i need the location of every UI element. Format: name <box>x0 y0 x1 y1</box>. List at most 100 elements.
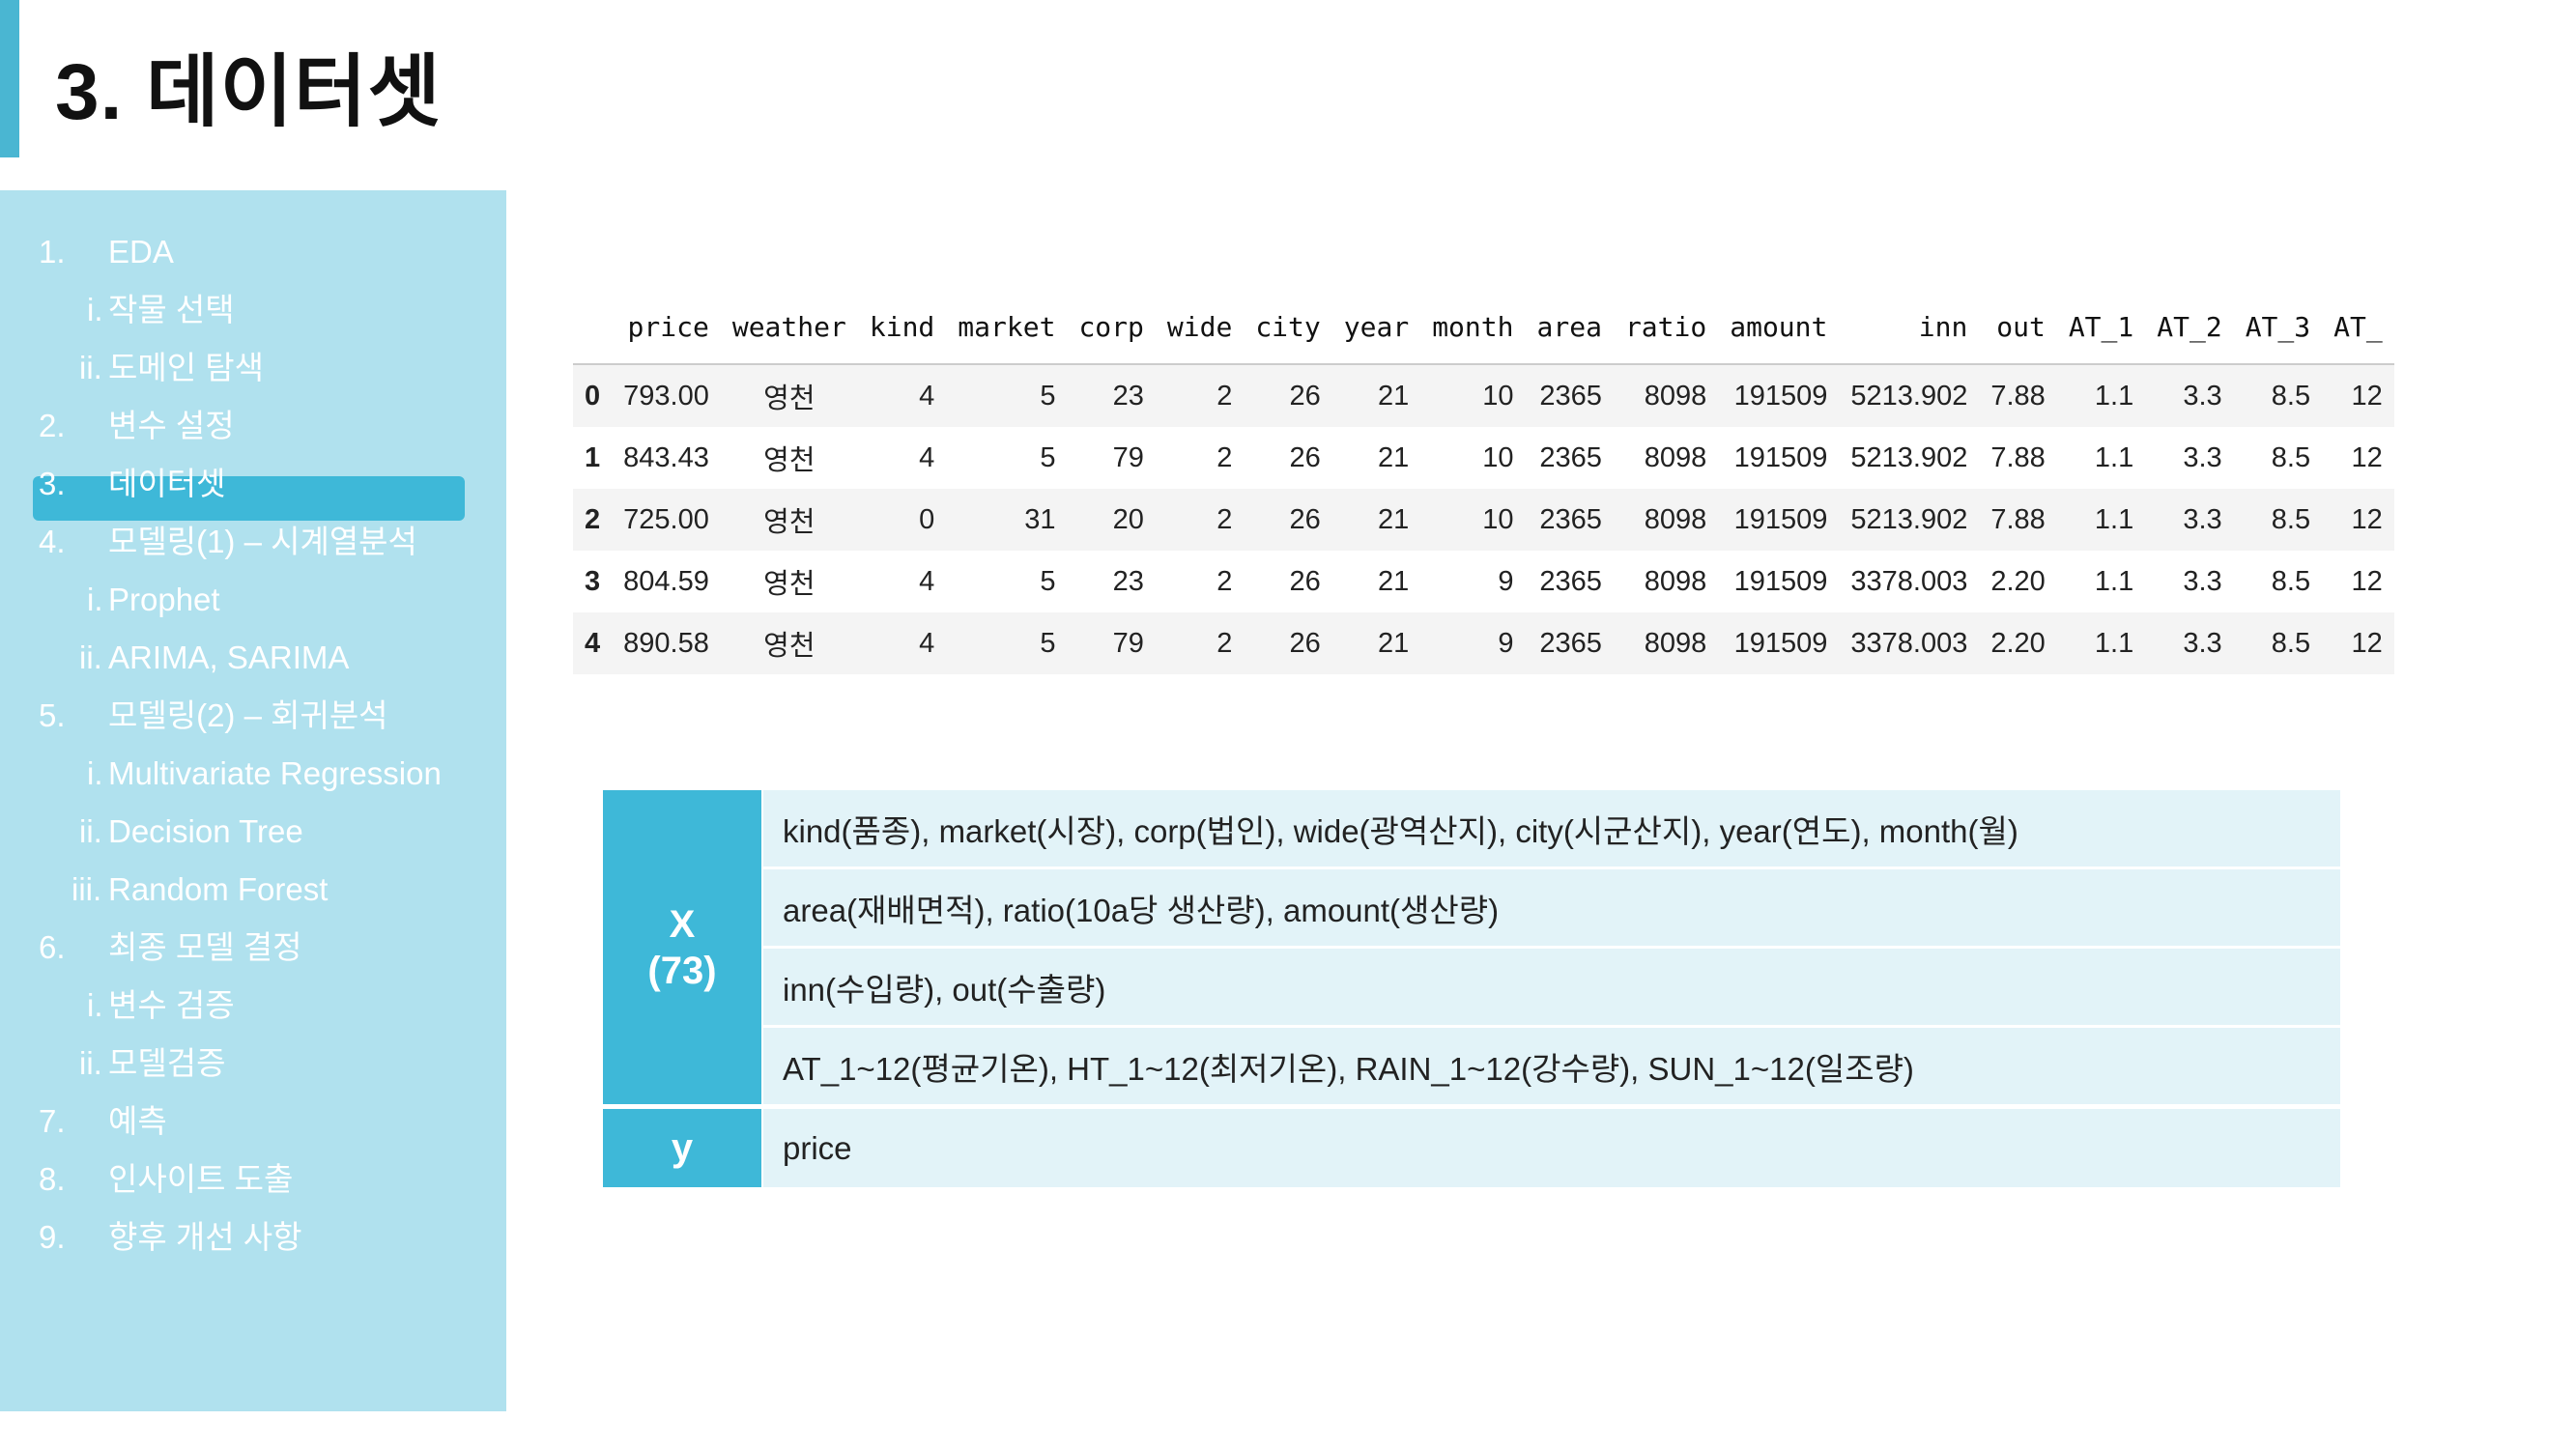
sidebar-item-label: 인사이트 도출 <box>108 1161 294 1197</box>
table-cell: 12 <box>2351 565 2383 597</box>
table-cell: 영천 <box>763 445 816 476</box>
sidebar-item-label: 모델검증 <box>108 1045 226 1081</box>
sidebar-item-label: Multivariate Regression <box>108 755 442 791</box>
table-cell: 2 <box>1216 565 1233 597</box>
sidebar-item-number: i. <box>87 755 103 791</box>
sidebar-item[interactable]: 2. 변수 설정 <box>0 402 502 450</box>
sidebar-item-number: 3. <box>39 466 66 501</box>
table-cell: 5 <box>1040 627 1056 659</box>
table-cell: 8098 <box>1644 380 1707 412</box>
table-cell: 4 <box>919 441 935 473</box>
table-cell: 8.5 <box>2271 565 2311 597</box>
table-cell: 21 <box>1377 380 1410 412</box>
dataframe-column-header: area <box>1525 290 1614 365</box>
sidebar-item-label: 모델링(1) – 시계열분석 <box>108 524 417 559</box>
row-index: 0 <box>585 380 601 412</box>
sidebar-item-label: 변수 설정 <box>108 408 235 443</box>
table-cell: 12 <box>2351 441 2383 473</box>
table-cell: 2.20 <box>1990 565 2046 597</box>
table-cell: 21 <box>1377 565 1410 597</box>
sidebar-item-number: ii. <box>79 639 102 675</box>
sidebar-item-label: ARIMA, SARIMA <box>108 639 350 675</box>
variable-summary: X (73) kind(품종), market(시장), corp(법인), w… <box>603 790 2342 1188</box>
sidebar-item[interactable]: 8. 인사이트 도출 <box>0 1155 502 1204</box>
sidebar-item[interactable]: 9. 향후 개선 사항 <box>0 1213 502 1262</box>
table-cell: 3.3 <box>2183 441 2222 473</box>
table-cell: 영천 <box>763 507 816 538</box>
dataframe-column-header: kind <box>857 290 947 365</box>
sidebar-item-number: ii. <box>79 350 102 385</box>
sidebar-item-label: Random Forest <box>108 871 329 907</box>
table-cell: 21 <box>1377 441 1410 473</box>
table-cell: 191509 <box>1733 565 1828 597</box>
table-cell: 3378.003 <box>1850 627 1968 659</box>
dataframe-column-header: corp <box>1067 290 1156 365</box>
table-cell: 8098 <box>1644 503 1707 535</box>
sidebar-item-number: i. <box>87 987 103 1023</box>
row-index: 3 <box>585 565 601 597</box>
dataframe-column-header: weather <box>720 290 858 365</box>
sidebar-item-label: 최종 모델 결정 <box>108 929 302 965</box>
table-row: 1 843.43 영천 4 5 79 2 26 21 10 2365 8098 191509 5213.9… <box>573 427 2394 489</box>
table-cell: 26 <box>1289 627 1321 659</box>
sidebar-item[interactable]: ii. 모델검증 <box>0 1039 502 1088</box>
table-cell: 890.58 <box>623 627 709 659</box>
table-cell: 1.1 <box>2094 627 2134 659</box>
dataframe-column-header: amount <box>1718 290 1840 365</box>
table-cell: 23 <box>1112 565 1144 597</box>
dataframe-header-row: price weather kind market corp wide city year mo… <box>573 290 2394 365</box>
table-cell: 2365 <box>1539 441 1602 473</box>
table-row: 3 804.59 영천 4 5 23 2 26 21 9 2365 8098 191509 3378.00… <box>573 551 2394 612</box>
table-cell: 영천 <box>763 631 816 662</box>
table-cell: 12 <box>2351 503 2383 535</box>
sidebar-item[interactable]: 6. 최종 모델 결정 <box>0 923 502 972</box>
table-cell: 4 <box>919 627 935 659</box>
table-cell: 191509 <box>1733 380 1828 412</box>
dataframe-column-header: AT_2 <box>2145 290 2234 365</box>
sidebar-item[interactable]: ii. 도메인 탐색 <box>0 344 502 392</box>
table-cell: 1.1 <box>2094 503 2134 535</box>
table-cell: 26 <box>1289 503 1321 535</box>
table-cell: 12 <box>2351 627 2383 659</box>
table-cell: 8.5 <box>2271 380 2311 412</box>
row-index: 2 <box>585 503 601 535</box>
table-cell: 2365 <box>1539 627 1602 659</box>
sidebar-item-label: Decision Tree <box>108 813 303 849</box>
table-row: 2 725.00 영천 0 31 20 2 26 21 10 2365 8098 191509 5213.… <box>573 489 2394 551</box>
table-cell: 8098 <box>1644 441 1707 473</box>
x-row-3: inn(수입량), out(수출량) <box>763 949 2340 1025</box>
sidebar-item[interactable]: i. Multivariate Regression <box>0 750 502 798</box>
table-cell: 26 <box>1289 380 1321 412</box>
sidebar-item[interactable]: 5. 모델링(2) – 회귀분석 <box>0 692 502 740</box>
dataframe-column-header: market <box>946 290 1068 365</box>
sidebar-item[interactable]: ii. Decision Tree <box>0 808 502 856</box>
sidebar-item[interactable]: ii. ARIMA, SARIMA <box>0 634 502 682</box>
table-cell: 2.20 <box>1990 627 2046 659</box>
table-cell: 10 <box>1482 503 1514 535</box>
dataframe-column-header: ratio <box>1613 290 1719 365</box>
sidebar-item-number: ii. <box>79 1045 102 1081</box>
row-index: 4 <box>585 627 601 659</box>
sidebar-item-number: 8. <box>39 1161 66 1197</box>
sidebar-item-number: 6. <box>39 929 66 965</box>
sidebar-item[interactable]: 4. 모델링(1) – 시계열분석 <box>0 518 502 566</box>
sidebar-item[interactable]: 7. 예측 <box>0 1097 502 1146</box>
sidebar-item[interactable]: i. 작물 선택 <box>0 286 502 334</box>
sidebar-item-number: i. <box>87 292 103 327</box>
page-title: 3. 데이터셋 <box>55 48 442 136</box>
table-cell: 191509 <box>1733 503 1828 535</box>
table-cell: 8098 <box>1644 565 1707 597</box>
table-cell: 804.59 <box>623 565 709 597</box>
table-cell: 9 <box>1498 565 1514 597</box>
table-cell: 7.88 <box>1990 441 2046 473</box>
sidebar-item[interactable]: i. 변수 검증 <box>0 981 502 1030</box>
table-cell: 8.5 <box>2271 503 2311 535</box>
sidebar-item[interactable]: 3. 데이터셋 <box>0 460 502 508</box>
sidebar-item-number: 2. <box>39 408 66 443</box>
dataframe-column-header: AT_ <box>2322 290 2394 365</box>
sidebar-item-label: 변수 검증 <box>108 987 235 1023</box>
sidebar-item[interactable]: iii. Random Forest <box>0 866 502 914</box>
sidebar-item[interactable]: i. Prophet <box>0 576 502 624</box>
x-row-1: kind(품종), market(시장), corp(법인), wide(광역산… <box>763 790 2340 867</box>
sidebar-item[interactable]: 1. EDA <box>0 228 502 276</box>
